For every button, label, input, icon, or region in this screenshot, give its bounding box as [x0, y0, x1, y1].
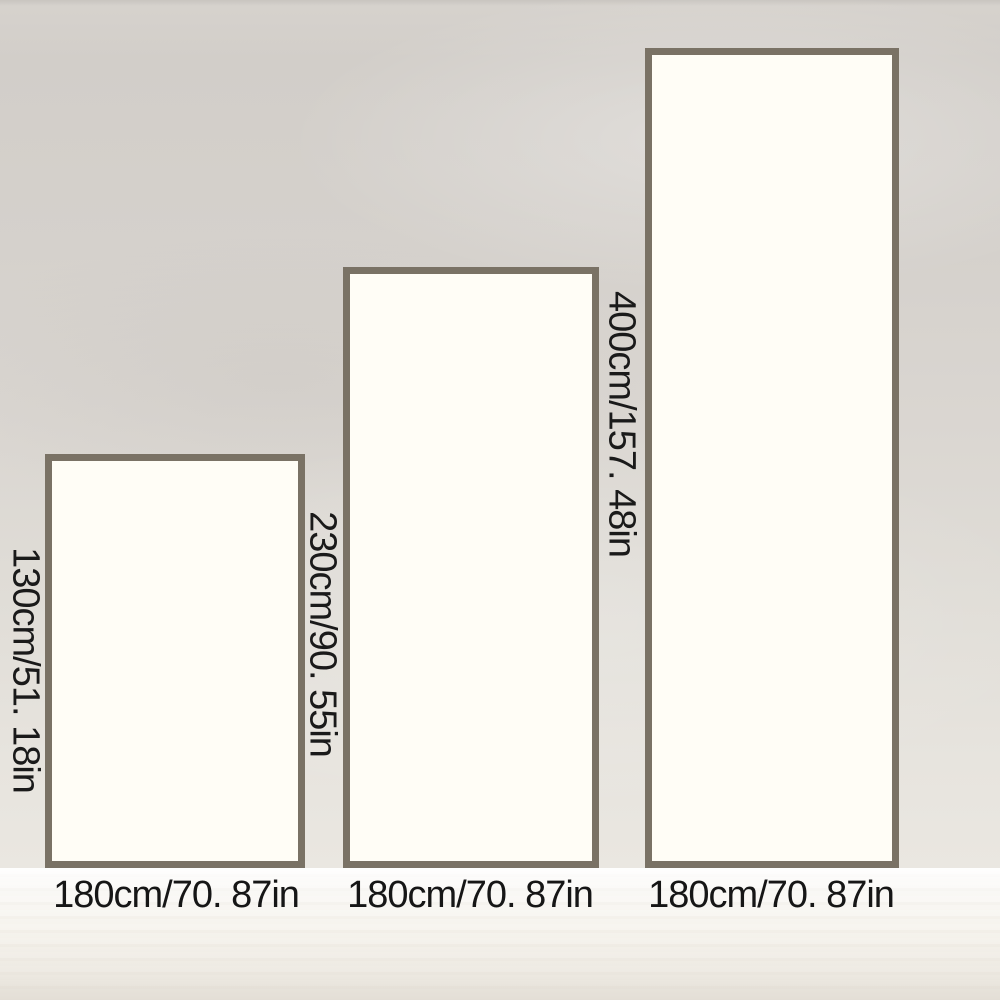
width-label-130cm: 180cm/70. 87in — [53, 874, 300, 916]
panel-230cm — [343, 267, 599, 868]
panel-130cm — [45, 454, 305, 868]
height-label-230cm: 230cm/90. 55in — [301, 511, 344, 757]
height-label-130cm: 130cm/51. 18in — [4, 547, 47, 793]
width-label-230cm: 180cm/70. 87in — [347, 874, 594, 916]
width-label-400cm: 180cm/70. 87in — [648, 874, 895, 916]
floor-band — [0, 868, 1000, 1000]
height-label-400cm: 400cm/157. 48in — [600, 291, 643, 557]
panel-400cm — [645, 48, 899, 868]
